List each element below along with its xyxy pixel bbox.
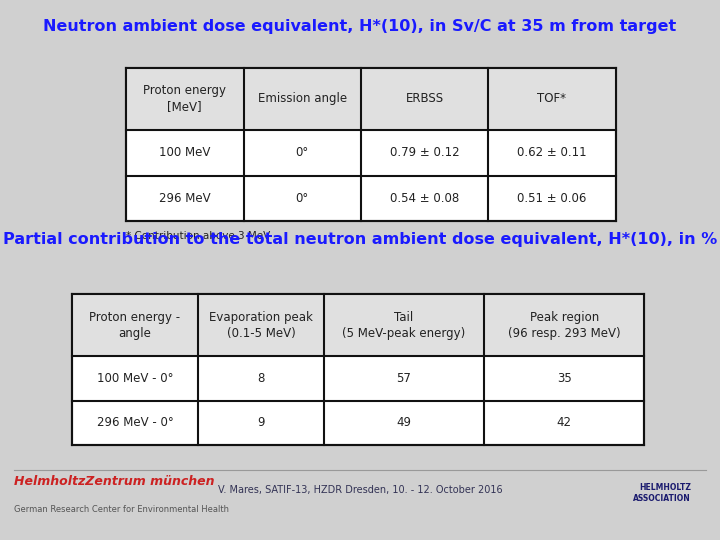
Text: 296 MeV - 0°: 296 MeV - 0°	[96, 416, 174, 429]
Text: 100 MeV: 100 MeV	[159, 146, 210, 159]
Bar	[72, 294, 644, 445]
Text: 9: 9	[257, 416, 265, 429]
Text: German Research Center for Environmental Health: German Research Center for Environmental…	[14, 505, 230, 514]
Text: 0.54 ± 0.08: 0.54 ± 0.08	[390, 192, 459, 205]
Text: 0.79 ± 0.12: 0.79 ± 0.12	[390, 146, 459, 159]
Text: TOF*: TOF*	[537, 92, 567, 105]
Text: HELMHOLTZ
ASSOCIATION: HELMHOLTZ ASSOCIATION	[634, 483, 691, 503]
Text: 296 MeV: 296 MeV	[159, 192, 210, 205]
Text: * Contribution above 3 MeV: * Contribution above 3 MeV	[126, 231, 270, 241]
Text: 0.51 ± 0.06: 0.51 ± 0.06	[517, 192, 587, 205]
Text: Evaporation peak
(0.1-5 MeV): Evaporation peak (0.1-5 MeV)	[209, 311, 312, 340]
Text: Proton energy -
angle: Proton energy - angle	[89, 311, 181, 340]
Text: Proton energy
[MeV]: Proton energy [MeV]	[143, 84, 226, 113]
Text: 0°: 0°	[296, 146, 309, 159]
Text: 100 MeV - 0°: 100 MeV - 0°	[96, 372, 174, 385]
Text: 0°: 0°	[296, 192, 309, 205]
Text: 42: 42	[557, 416, 572, 429]
Bar	[126, 68, 616, 130]
Text: 57: 57	[397, 372, 411, 385]
Bar	[126, 68, 616, 221]
Text: 49: 49	[397, 416, 412, 429]
Text: V. Mares, SATIF-13, HZDR Dresden, 10. - 12. October 2016: V. Mares, SATIF-13, HZDR Dresden, 10. - …	[217, 485, 503, 495]
Text: Partial contribution to the total neutron ambient dose equivalent, H*(10), in %: Partial contribution to the total neutro…	[3, 232, 717, 247]
Text: Neutron ambient dose equivalent, H*(10), in Sv/C at 35 m from target: Neutron ambient dose equivalent, H*(10),…	[43, 19, 677, 34]
Text: 35: 35	[557, 372, 572, 385]
Text: HelmholtzZentrum münchen: HelmholtzZentrum münchen	[14, 475, 215, 488]
Text: 0.62 ± 0.11: 0.62 ± 0.11	[517, 146, 587, 159]
Text: 8: 8	[257, 372, 264, 385]
Text: ERBSS: ERBSS	[405, 92, 444, 105]
Bar	[72, 294, 644, 356]
Text: Tail
(5 MeV-peak energy): Tail (5 MeV-peak energy)	[343, 311, 466, 340]
Text: Emission angle: Emission angle	[258, 92, 347, 105]
Text: Peak region
(96 resp. 293 MeV): Peak region (96 resp. 293 MeV)	[508, 311, 621, 340]
